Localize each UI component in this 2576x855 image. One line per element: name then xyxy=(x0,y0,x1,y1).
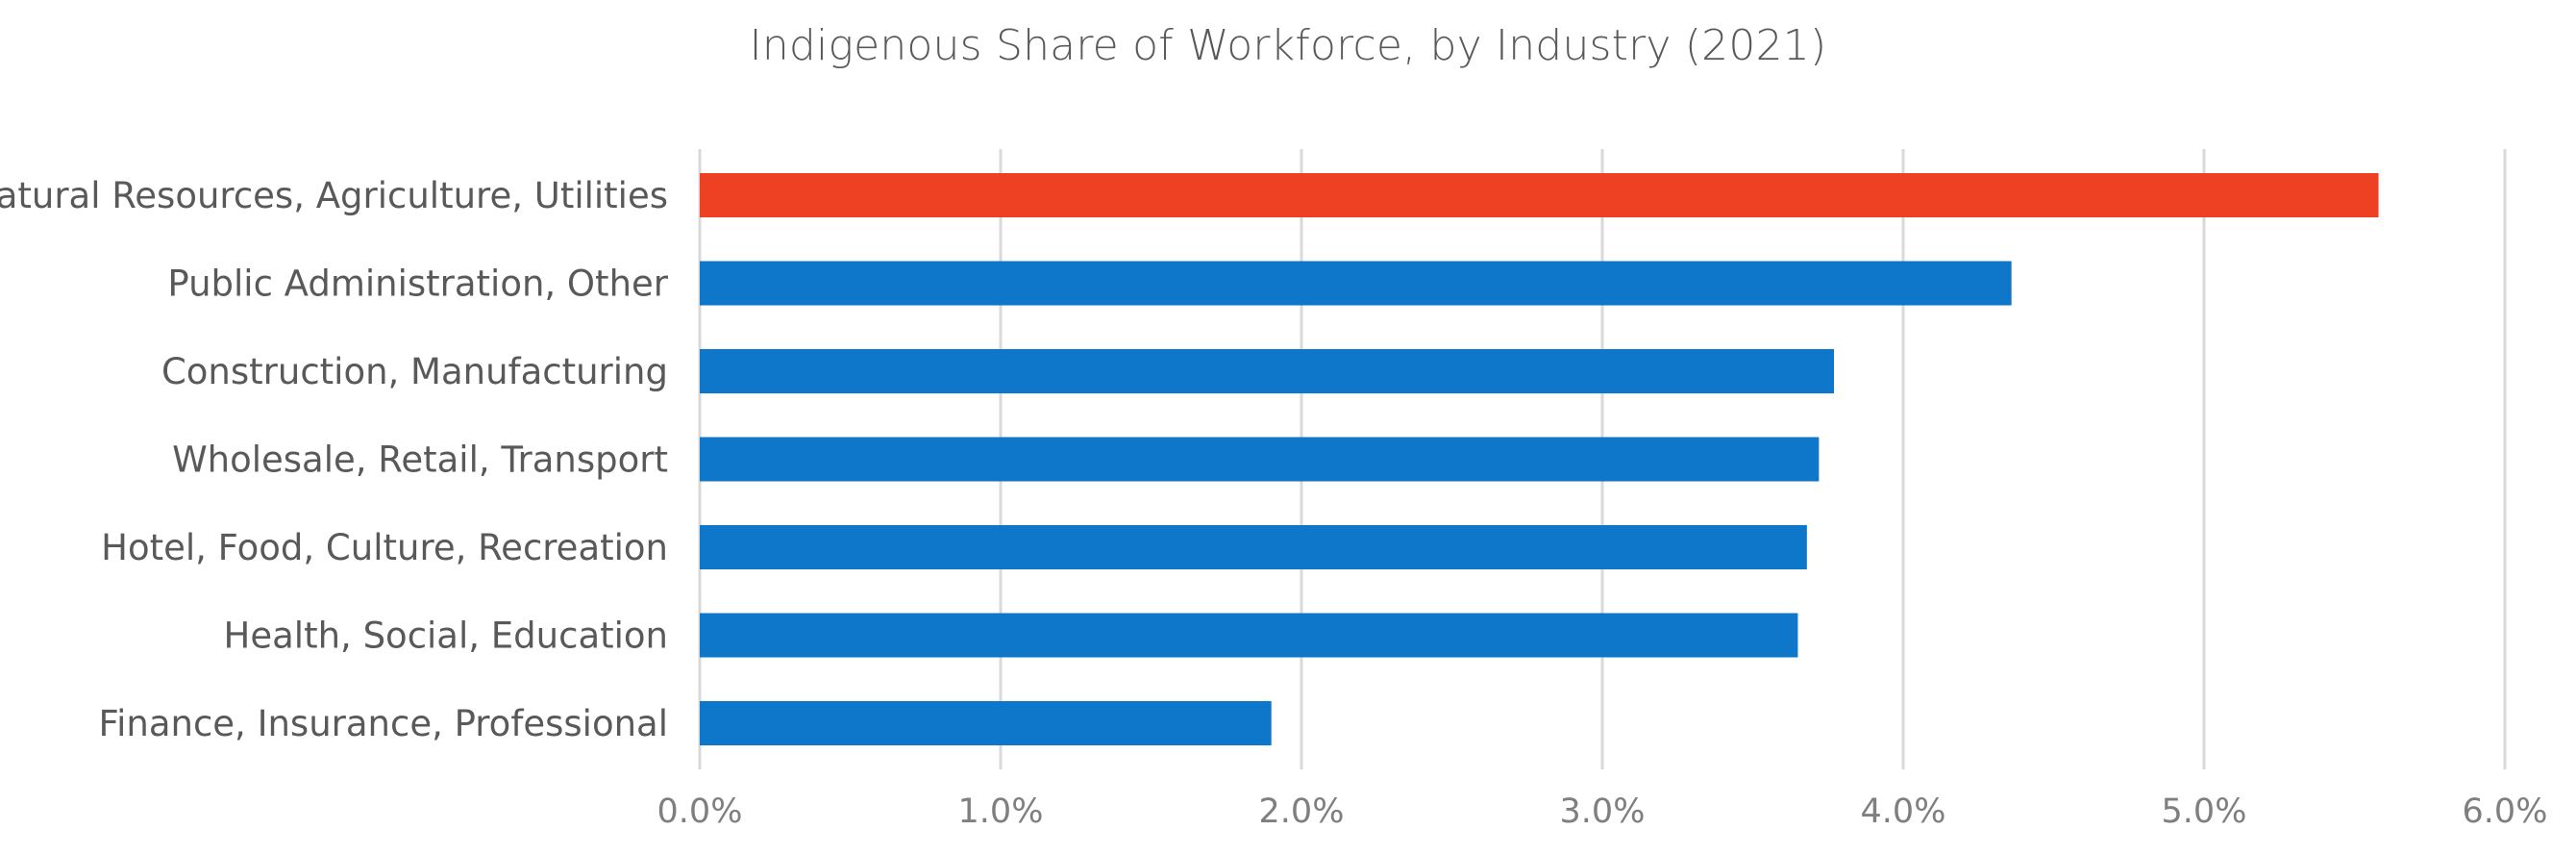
bar xyxy=(700,349,1835,393)
category-label: Wholesale, Retail, Transport xyxy=(172,440,668,481)
chart-title: Indigenous Share of Workforce, by Indust… xyxy=(749,21,1827,70)
category-label: Public Administration, Other xyxy=(167,264,668,305)
category-label: Natural Resources, Agriculture, Utilitie… xyxy=(0,175,668,216)
bar xyxy=(700,525,1807,569)
bar xyxy=(700,173,2379,217)
bar xyxy=(700,261,2012,306)
x-tick-label: 0.0% xyxy=(657,792,743,831)
bar xyxy=(700,701,1272,745)
bar xyxy=(700,437,1820,482)
category-label: Construction, Manufacturing xyxy=(161,351,668,392)
x-tick-label: 6.0% xyxy=(2463,792,2548,831)
x-tick-label: 4.0% xyxy=(1861,792,1946,831)
x-tick-label: 5.0% xyxy=(2162,792,2247,831)
bar xyxy=(700,613,1798,658)
x-tick-label: 1.0% xyxy=(958,792,1044,831)
category-label: Health, Social, Education xyxy=(224,616,668,657)
x-tick-label: 3.0% xyxy=(1560,792,1646,831)
x-tick-label: 2.0% xyxy=(1259,792,1345,831)
category-label: Finance, Insurance, Professional xyxy=(99,703,669,744)
category-label: Hotel, Food, Culture, Recreation xyxy=(101,527,668,568)
